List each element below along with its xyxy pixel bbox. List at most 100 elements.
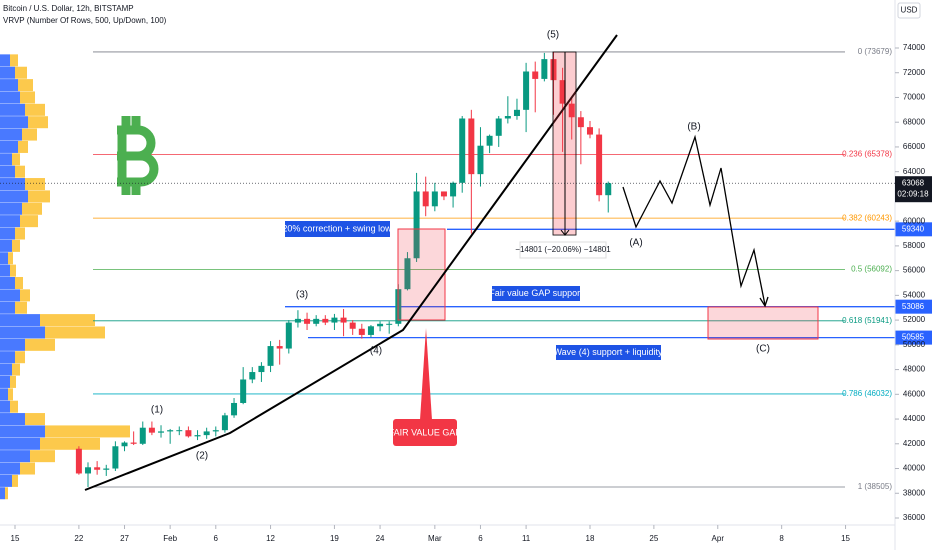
y-tick-label: 74000 <box>903 43 926 52</box>
note: FAIR VALUE GAP <box>389 427 462 437</box>
vp-up <box>0 462 20 475</box>
x-tick-label: Mar <box>428 534 442 543</box>
vp-down <box>18 140 28 153</box>
vp-down <box>30 450 55 463</box>
vp-down <box>25 103 45 116</box>
fib-label: 0.236 (65378) <box>842 150 892 159</box>
fvg-arrow <box>420 328 432 420</box>
candle-body <box>377 323 384 327</box>
x-tick-label: 25 <box>649 534 658 543</box>
vp-up <box>0 91 20 104</box>
fib-label: 0.786 (46032) <box>842 389 892 398</box>
wave-label: (1) <box>151 405 163 416</box>
candle-body <box>194 435 201 437</box>
vp-down <box>45 425 130 438</box>
y-tick-label: 52000 <box>903 315 926 324</box>
vp-up <box>0 413 25 426</box>
indicator-label: VRVP (Number Of Rows, 500, Up/Down, 100) <box>3 16 167 25</box>
candle-body <box>176 430 183 432</box>
vp-down <box>12 363 20 376</box>
fib-label: 0.5 (56092) <box>851 265 892 274</box>
countdown: 02:09:18 <box>897 189 929 198</box>
candle-body <box>112 446 119 469</box>
vp-up <box>0 140 18 153</box>
vp-up <box>0 487 5 500</box>
x-tick-label: 18 <box>586 534 595 543</box>
candle-body <box>285 322 292 349</box>
y-tick-label: 58000 <box>903 241 926 250</box>
currency-box <box>897 2 921 19</box>
candle-body <box>94 467 101 470</box>
candle-body <box>431 191 438 207</box>
candle-body <box>559 80 566 104</box>
bitcoin-logo <box>117 116 159 195</box>
measure-arrow <box>560 229 570 236</box>
candle-body <box>331 317 338 323</box>
vp-up <box>0 474 12 487</box>
note-box <box>285 221 390 237</box>
y-tick-label: 72000 <box>903 68 926 77</box>
vp-up <box>0 178 25 191</box>
vp-down <box>20 289 30 302</box>
x-tick-label: 19 <box>330 534 339 543</box>
vp-up <box>0 252 8 265</box>
x-tick-label: Apr <box>712 534 725 543</box>
vp-down <box>45 326 105 339</box>
candle-body <box>240 379 247 403</box>
note: Fair value GAP support <box>489 288 583 298</box>
vp-up <box>0 351 15 364</box>
vp-up <box>0 227 15 240</box>
price-tag <box>895 330 932 345</box>
candle-body <box>130 442 137 444</box>
candle-body <box>523 71 530 110</box>
fib-levels: 0 (73679) 0.236 (65378) 0.382 (60243) 0.5 (… <box>93 47 892 491</box>
fib-label: 1 (38505) <box>858 482 893 491</box>
vp-up <box>0 54 10 67</box>
vp-down <box>40 437 100 450</box>
wave-label: (4) <box>370 346 382 357</box>
vp-down <box>20 462 35 475</box>
vp-down <box>12 474 18 487</box>
y-tick-label: 64000 <box>903 167 926 176</box>
y-tick-label: 50000 <box>903 340 926 349</box>
candle-body <box>276 346 283 349</box>
y-tick-label: 44000 <box>903 414 926 423</box>
vp-up <box>0 425 45 438</box>
candle-body <box>568 103 575 118</box>
candle-body <box>605 183 612 196</box>
candle-body <box>404 258 411 290</box>
fib-label: 0.382 (60243) <box>842 213 892 222</box>
vp-down <box>25 413 45 426</box>
vp-down <box>10 264 16 277</box>
vp-down <box>25 178 45 191</box>
y-tick-label: 68000 <box>903 117 926 126</box>
candle-body <box>267 346 274 366</box>
candle-body <box>440 191 447 197</box>
currency: USD <box>901 6 918 15</box>
vp-up <box>0 79 18 92</box>
vp-up <box>0 375 10 388</box>
vp-up <box>0 128 22 141</box>
note: Wave (4) support + liquidity <box>554 347 663 357</box>
x-tick-label: 15 <box>11 534 20 543</box>
y-tick-label: 36000 <box>903 513 926 522</box>
y-tick-label: 66000 <box>903 142 926 151</box>
x-tick-label: Feb <box>163 534 177 543</box>
vp-up <box>0 437 40 450</box>
vp-up <box>0 116 28 129</box>
x-tick-label: 11 <box>522 534 531 543</box>
vp-up <box>0 202 22 215</box>
candle-body <box>185 430 192 437</box>
x-tick-label: 6 <box>478 534 483 543</box>
candle-body <box>212 430 219 432</box>
vp-down <box>22 202 42 215</box>
vp-down <box>15 276 23 289</box>
x-tick-label: 24 <box>376 534 385 543</box>
note-box <box>393 419 457 446</box>
price-tag-label: 50585 <box>902 333 925 342</box>
vp-up <box>0 264 10 277</box>
x-tick-label: 12 <box>266 534 275 543</box>
measure-label: −14801 (−20.06%) −14801 <box>515 245 611 254</box>
